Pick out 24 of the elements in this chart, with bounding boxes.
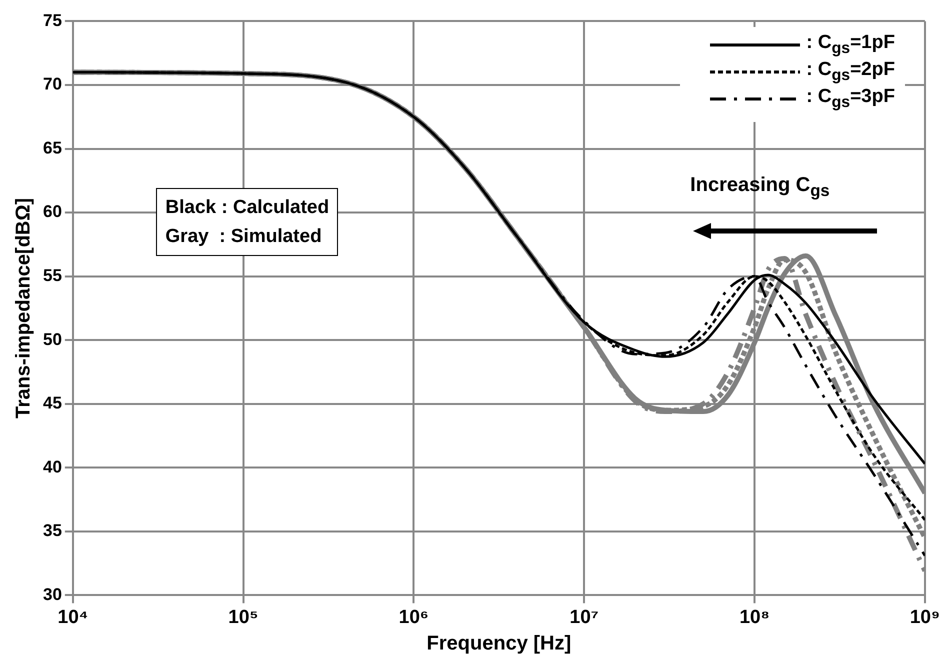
x-tick-label: 10⁹ bbox=[910, 606, 940, 628]
y-axis-title: Trans-impedance[dBΩ] bbox=[12, 198, 35, 418]
legend-label: : C$_{gs}$=3pF bbox=[806, 86, 895, 112]
y-tick-label: 70 bbox=[42, 74, 62, 94]
y-tick-label: 75 bbox=[42, 10, 62, 30]
y-tick-label: 60 bbox=[42, 202, 62, 222]
x-tick-label: 10⁵ bbox=[228, 606, 258, 628]
x-axis-title: Frequency [Hz] bbox=[426, 632, 572, 655]
x-tick-label: 10⁷ bbox=[570, 606, 599, 628]
x-tick-label: 10⁶ bbox=[398, 606, 429, 628]
legend-label: : C$_{gs}$=1pF bbox=[806, 32, 895, 58]
annotation: Black : Calculated bbox=[165, 196, 330, 220]
y-tick-label: 35 bbox=[42, 521, 62, 540]
y-tick-label: 50 bbox=[42, 330, 62, 349]
y-tick-label: 55 bbox=[42, 266, 62, 285]
annotation: Gray : Simulated bbox=[165, 224, 323, 249]
y-tick-label: 30 bbox=[42, 584, 62, 604]
y-tick-label: 65 bbox=[42, 138, 62, 158]
x-tick-label: 10⁸ bbox=[739, 606, 770, 628]
x-tick-label: 10⁴ bbox=[58, 606, 88, 628]
y-tick-label: 45 bbox=[42, 394, 62, 413]
annotation: Increasing C$_{gs}$ bbox=[689, 172, 831, 202]
y-tick-label: 40 bbox=[42, 457, 62, 476]
legend-label: : C$_{gs}$=2pF bbox=[806, 58, 895, 85]
